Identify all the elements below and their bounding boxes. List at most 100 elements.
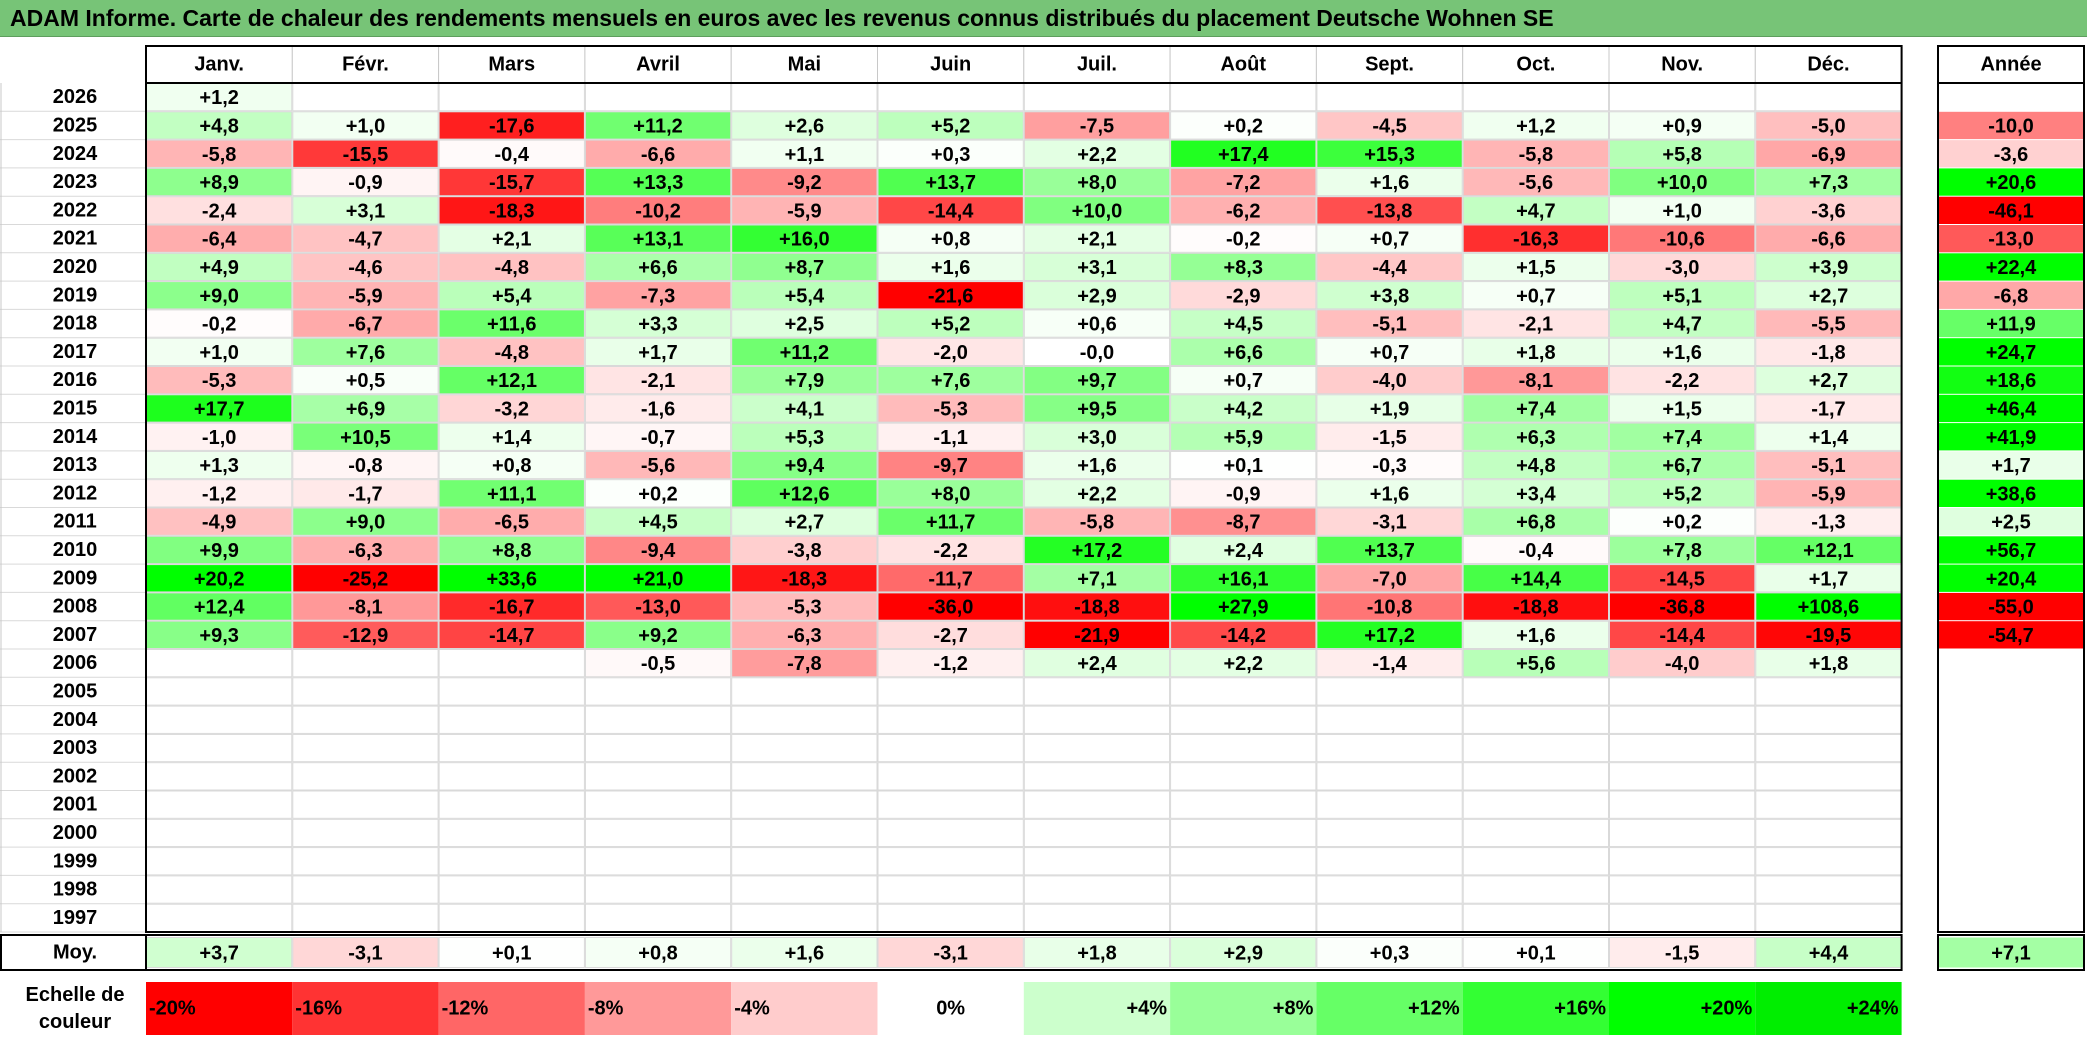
heatmap-cell (877, 422, 1024, 451)
heatmap-cell (1755, 818, 1902, 848)
color-scale-label: -16% (295, 998, 342, 1020)
heatmap-cell (1755, 83, 1902, 112)
heatmap-cell-value: +11,1 (487, 483, 537, 505)
average-cell (1462, 937, 1609, 968)
heatmap-cell-value: +7,3 (1809, 172, 1848, 194)
heatmap-cell-value: -6,2 (1226, 200, 1260, 222)
heatmap-cell-value: +1,9 (1370, 398, 1409, 420)
heatmap-cell-value: +4,7 (1516, 200, 1555, 222)
heatmap-cell-value: -3,2 (495, 398, 529, 420)
heatmap-cell-value: -7,0 (1372, 568, 1406, 590)
year-label: 2000 (53, 822, 98, 844)
heatmap-cell-value: +12,4 (194, 597, 245, 619)
heatmap-cell (1023, 111, 1171, 140)
heatmap-cell (877, 309, 1024, 338)
year-label: 2025 (53, 114, 98, 136)
heatmap-cell (1170, 479, 1317, 508)
heatmap-cell (1462, 677, 1609, 706)
heatmap-cell (731, 875, 878, 904)
heatmap-cell (584, 677, 732, 706)
year-label: 2009 (53, 567, 98, 589)
heatmap-cell-value: -5,5 (1811, 314, 1845, 336)
heatmap-cell (1023, 450, 1171, 480)
heatmap-cell (1462, 620, 1609, 650)
annual-cell-value: -46,1 (1988, 200, 2034, 222)
annual-cell (1938, 111, 2084, 140)
heatmap-cell-value: +0,7 (1224, 370, 1263, 392)
heatmap-cell (1462, 479, 1609, 508)
heatmap-cell (1609, 167, 1756, 197)
annual-cell (1938, 592, 2084, 621)
heatmap-cell-value: -18,3 (489, 200, 535, 222)
heatmap-cell-value: -6,6 (641, 144, 675, 166)
heatmap-cell-value: -4,7 (348, 229, 382, 251)
heatmap-cell-value: +11,7 (926, 512, 976, 534)
heatmap-cell-value: -14,5 (1659, 568, 1705, 590)
heatmap-cell-value: +1,8 (1809, 653, 1848, 675)
heatmap-cell (1023, 224, 1171, 253)
heatmap-cell (1316, 564, 1463, 593)
color-scale-swatch (1462, 982, 1609, 1035)
heatmap-cell (292, 847, 439, 876)
annual-cell (1938, 140, 2084, 168)
heatmap-cell (877, 366, 1024, 395)
heatmap-cell (292, 875, 439, 904)
heatmap-cell (1462, 224, 1609, 253)
year-label: 2023 (53, 171, 98, 193)
heatmap-cell (877, 733, 1024, 763)
heatmap-cell-value: -3,8 (787, 540, 821, 562)
heatmap-cell (877, 847, 1024, 876)
heatmap-cell (1462, 139, 1609, 168)
heatmap-cell (1170, 677, 1317, 706)
heatmap-cell-value: +4,1 (785, 398, 824, 420)
heatmap-cell (1316, 677, 1463, 706)
heatmap-cell (1609, 875, 1756, 904)
year-label: 2003 (53, 737, 98, 759)
heatmap-cell-value: +0,9 (1662, 115, 1701, 137)
heatmap-cell (1609, 83, 1756, 112)
heatmap-cell (1755, 649, 1902, 678)
heatmap-cell-value: +5,3 (785, 427, 824, 449)
heatmap-cell (877, 479, 1024, 508)
cell-labels: Janv. Févr. Mars Avril Mai Juin Juil. Août Sept.… (26, 54, 2042, 1034)
heatmap-cell (1755, 366, 1902, 395)
heatmap-cell-value: +1,3 (199, 455, 238, 477)
heatmap-cell (292, 790, 439, 819)
heatmap-cell (1170, 337, 1317, 367)
year-label: 1997 (53, 907, 98, 929)
heatmap-cell (1170, 564, 1317, 593)
heatmap-cell (1609, 535, 1756, 565)
year-label: 2016 (53, 369, 98, 391)
heatmap-cell-value: -6,6 (1811, 229, 1845, 251)
heatmap-cell-value: +4,5 (1224, 314, 1263, 336)
heatmap-cell-value: +3,0 (1077, 427, 1116, 449)
heatmap-cell-value: +1,1 (785, 144, 824, 166)
heatmap-cell (877, 564, 1024, 593)
heatmap-cell (731, 762, 878, 791)
heatmap-cell-value: +17,7 (194, 398, 245, 420)
heatmap-cell (1023, 337, 1171, 367)
heatmap-cell-value: -5,0 (1811, 115, 1845, 137)
heatmap-cell-value: +6,9 (346, 398, 385, 420)
month-header-cell (1608, 45, 1756, 84)
heatmap-cell (731, 479, 878, 508)
heatmap-cell-value: -7,8 (787, 653, 821, 675)
heatmap-cell (1609, 252, 1756, 282)
heatmap-cell-value: -10,6 (1659, 229, 1705, 251)
heatmap-cell-value: -5,8 (1080, 512, 1114, 534)
heatmap-cell (1316, 366, 1463, 395)
heatmap-cell-value: -8,7 (1226, 512, 1260, 534)
heatmap-cell (584, 762, 732, 791)
heatmap-cell-value: +1,2 (199, 87, 238, 109)
heatmap-cell-value: +9,4 (785, 455, 825, 477)
heatmap-cell (584, 167, 732, 197)
heatmap-cell (1316, 252, 1463, 282)
heatmap-cell (1755, 847, 1902, 876)
heatmap-cell (1170, 394, 1317, 423)
heatmap-cell (1462, 818, 1609, 848)
heatmap-cell (438, 422, 585, 451)
heatmap-cell-value: -0,3 (1372, 455, 1406, 477)
heatmap-cell (146, 507, 293, 536)
heatmap-cell-value: -2,0 (933, 342, 967, 364)
heatmap-cell-value: +7,8 (1662, 540, 1701, 562)
